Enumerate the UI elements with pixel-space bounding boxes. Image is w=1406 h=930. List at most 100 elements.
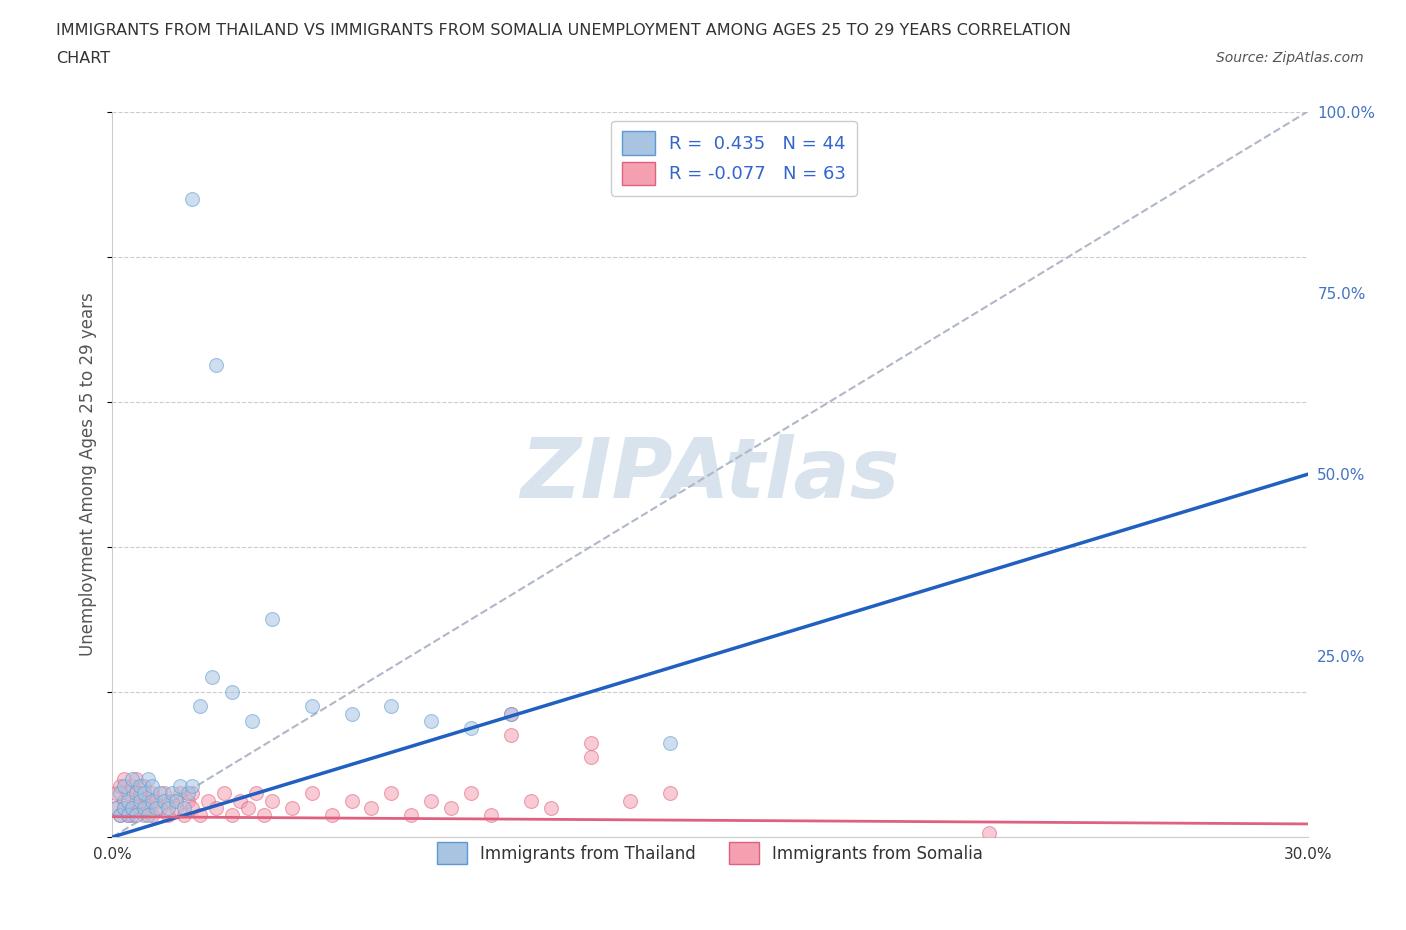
- Point: [134, 801, 156, 816]
- Text: Source: ZipAtlas.com: Source: ZipAtlas.com: [1216, 51, 1364, 65]
- Point: [157, 808, 180, 823]
- Point: [134, 786, 156, 801]
- Point: [181, 801, 204, 816]
- Point: [149, 801, 172, 816]
- Point: [141, 808, 163, 823]
- Point: [114, 772, 135, 787]
- Point: [134, 778, 156, 793]
- Point: [420, 713, 443, 728]
- Point: [121, 801, 143, 816]
- Point: [129, 786, 152, 801]
- Point: [205, 801, 228, 816]
- Point: [301, 699, 323, 714]
- Point: [110, 778, 132, 793]
- Point: [114, 801, 135, 816]
- Point: [401, 808, 423, 823]
- Point: [153, 786, 176, 801]
- Point: [197, 793, 219, 808]
- Point: [380, 786, 402, 801]
- Point: [188, 808, 211, 823]
- Point: [121, 808, 143, 823]
- Point: [165, 793, 187, 808]
- Point: [117, 786, 139, 801]
- Point: [245, 786, 267, 801]
- Point: [114, 801, 135, 816]
- Point: [105, 801, 128, 816]
- Point: [105, 801, 128, 816]
- Point: [236, 801, 259, 816]
- Point: [260, 612, 283, 627]
- Point: [253, 808, 276, 823]
- Point: [321, 808, 343, 823]
- Point: [181, 786, 204, 801]
- Point: [169, 786, 191, 801]
- Point: [169, 778, 191, 793]
- Point: [619, 793, 641, 808]
- Point: [145, 793, 167, 808]
- Point: [129, 778, 152, 793]
- Point: [499, 706, 522, 721]
- Point: [129, 793, 152, 808]
- Point: [121, 772, 143, 787]
- Point: [420, 793, 443, 808]
- Point: [360, 801, 382, 816]
- Point: [129, 801, 152, 816]
- Point: [165, 801, 187, 816]
- Point: [229, 793, 252, 808]
- Point: [125, 808, 148, 823]
- Point: [117, 793, 139, 808]
- Point: [460, 786, 482, 801]
- Point: [177, 786, 200, 801]
- Point: [240, 713, 263, 728]
- Point: [520, 793, 543, 808]
- Point: [125, 772, 148, 787]
- Point: [460, 721, 482, 736]
- Point: [540, 801, 562, 816]
- Point: [105, 786, 128, 801]
- Point: [134, 808, 156, 823]
- Text: IMMIGRANTS FROM THAILAND VS IMMIGRANTS FROM SOMALIA UNEMPLOYMENT AMONG AGES 25 T: IMMIGRANTS FROM THAILAND VS IMMIGRANTS F…: [56, 23, 1071, 38]
- Point: [138, 772, 160, 787]
- Point: [221, 808, 243, 823]
- Point: [141, 786, 163, 801]
- Point: [114, 793, 135, 808]
- Point: [181, 192, 204, 206]
- Y-axis label: Unemployment Among Ages 25 to 29 years: Unemployment Among Ages 25 to 29 years: [79, 292, 97, 657]
- Point: [138, 808, 160, 823]
- Point: [162, 793, 183, 808]
- Point: [177, 793, 200, 808]
- Point: [499, 706, 522, 721]
- Point: [125, 786, 148, 801]
- Point: [221, 684, 243, 699]
- Point: [162, 786, 183, 801]
- Point: [579, 736, 602, 751]
- Point: [149, 786, 172, 801]
- Point: [301, 786, 323, 801]
- Point: [212, 786, 235, 801]
- Point: [110, 808, 132, 823]
- Point: [157, 801, 180, 816]
- Point: [659, 736, 682, 751]
- Point: [579, 750, 602, 764]
- Point: [479, 808, 502, 823]
- Point: [659, 786, 682, 801]
- Point: [173, 801, 195, 816]
- Point: [380, 699, 402, 714]
- Point: [117, 808, 139, 823]
- Text: ZIPAtlas: ZIPAtlas: [520, 433, 900, 515]
- Point: [141, 778, 163, 793]
- Point: [188, 699, 211, 714]
- Point: [121, 778, 143, 793]
- Point: [181, 778, 204, 793]
- Point: [340, 793, 363, 808]
- Point: [117, 808, 139, 823]
- Point: [145, 801, 167, 816]
- Point: [114, 778, 135, 793]
- Point: [499, 728, 522, 743]
- Point: [138, 801, 160, 816]
- Point: [110, 808, 132, 823]
- Point: [125, 793, 148, 808]
- Point: [121, 801, 143, 816]
- Point: [205, 358, 228, 373]
- Text: CHART: CHART: [56, 51, 110, 66]
